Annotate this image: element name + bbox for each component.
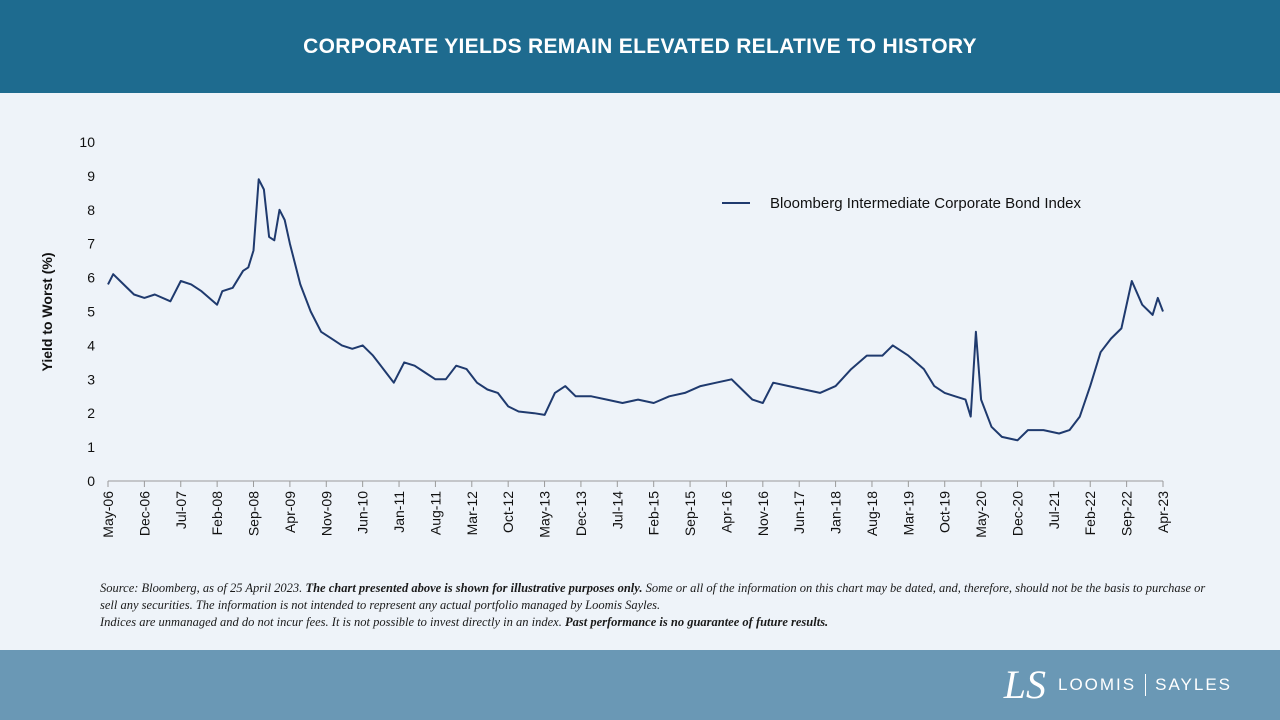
x-tick-label: Dec-20 [1009, 491, 1025, 536]
x-tick-label: Apr-09 [282, 491, 298, 533]
y-tick-label: 3 [87, 371, 95, 387]
x-tick-label: Feb-08 [209, 491, 225, 536]
x-tick-label: Oct-19 [937, 491, 953, 533]
title-banner: CORPORATE YIELDS REMAIN ELEVATED RELATIV… [0, 0, 1280, 93]
x-tick-label: Jul-21 [1046, 491, 1062, 529]
x-tick-label: Oct-12 [500, 491, 516, 533]
x-tick-label: Jul-14 [609, 491, 625, 529]
x-tick-label: Sep-22 [1119, 491, 1135, 536]
footnote-disclaimer: The chart presented above is shown for i… [305, 581, 643, 595]
y-tick-label: 9 [87, 168, 95, 184]
x-tick-label: Apr-23 [1155, 491, 1171, 533]
legend-label: Bloomberg Intermediate Corporate Bond In… [770, 195, 1082, 212]
y-tick-label: 6 [87, 270, 95, 286]
legend: Bloomberg Intermediate Corporate Bond In… [722, 195, 1082, 212]
y-tick-label: 8 [87, 202, 95, 218]
x-tick-label: Sep-08 [246, 491, 262, 536]
y-tick-label: 2 [87, 405, 95, 421]
x-tick-label: Dec-13 [573, 491, 589, 536]
source-footnote: Source: Bloomberg, as of 25 April 2023. … [100, 580, 1220, 631]
x-tick-label: Aug-11 [427, 491, 443, 535]
footnote-past-performance: Past performance is no guarantee of futu… [564, 615, 829, 629]
logo-mark: LS [1003, 662, 1046, 707]
logo-wordmark-left: LOOMIS [1057, 675, 1137, 694]
y-tick-label: 5 [87, 304, 95, 320]
x-tick-label: May-06 [100, 491, 116, 538]
x-tick-label: May-20 [973, 491, 989, 538]
x-tick-label: Feb-22 [1082, 491, 1098, 536]
x-tick-label: Apr-16 [718, 491, 734, 533]
company-logo: LS LOOMIS SAYLES [1004, 660, 1232, 710]
x-tick-label: May-13 [537, 491, 553, 538]
logo-wordmark-right: SAYLES [1155, 675, 1232, 694]
y-tick-label: 10 [79, 134, 95, 150]
x-tick-label: Feb-15 [646, 491, 662, 536]
x-tick-label: Mar-19 [900, 491, 916, 536]
x-tick-label: Sep-15 [682, 491, 698, 536]
y-axis: 0 1 2 3 4 5 6 7 8 9 10 [79, 134, 95, 489]
line-chart: 0 1 2 3 4 5 6 7 8 9 10 May-06 Dec-06 Jul-07 Feb-08 Sep… [39, 134, 1171, 538]
y-tick-label: 0 [87, 473, 95, 489]
y-axis-label: Yield to Worst (%) [39, 253, 55, 372]
x-tick-label: Jul-07 [173, 491, 189, 529]
x-tick-label: Mar-12 [464, 491, 480, 536]
footer-band: LS LOOMIS SAYLES [0, 650, 1280, 720]
x-tick-label: Jan-11 [391, 491, 407, 533]
y-tick-label: 4 [87, 337, 95, 353]
x-tick-label: Nov-09 [318, 491, 334, 536]
x-tick-label: Jun-17 [791, 491, 807, 534]
x-tick-label: Aug-18 [864, 491, 880, 536]
footnote-indices: Indices are unmanaged and do not incur f… [100, 615, 565, 629]
x-axis: May-06 Dec-06 Jul-07 Feb-08 Sep-08 Apr-09 Nov-… [100, 481, 1171, 538]
x-tick-label: Dec-06 [136, 491, 152, 536]
y-tick-label: 7 [87, 236, 95, 252]
x-tick-label: Nov-16 [755, 491, 771, 536]
page-title: CORPORATE YIELDS REMAIN ELEVATED RELATIV… [303, 34, 977, 58]
x-tick-label: Jan-18 [828, 491, 844, 534]
footnote-info: Some or all of the information on this c… [100, 581, 1206, 612]
y-tick-label: 1 [87, 439, 95, 455]
x-tick-label: Jun-10 [355, 491, 371, 534]
series-line [107, 178, 1164, 442]
footnote-source: Source: Bloomberg, as of 25 April 2023. [100, 581, 306, 595]
logo-divider [1145, 674, 1147, 696]
